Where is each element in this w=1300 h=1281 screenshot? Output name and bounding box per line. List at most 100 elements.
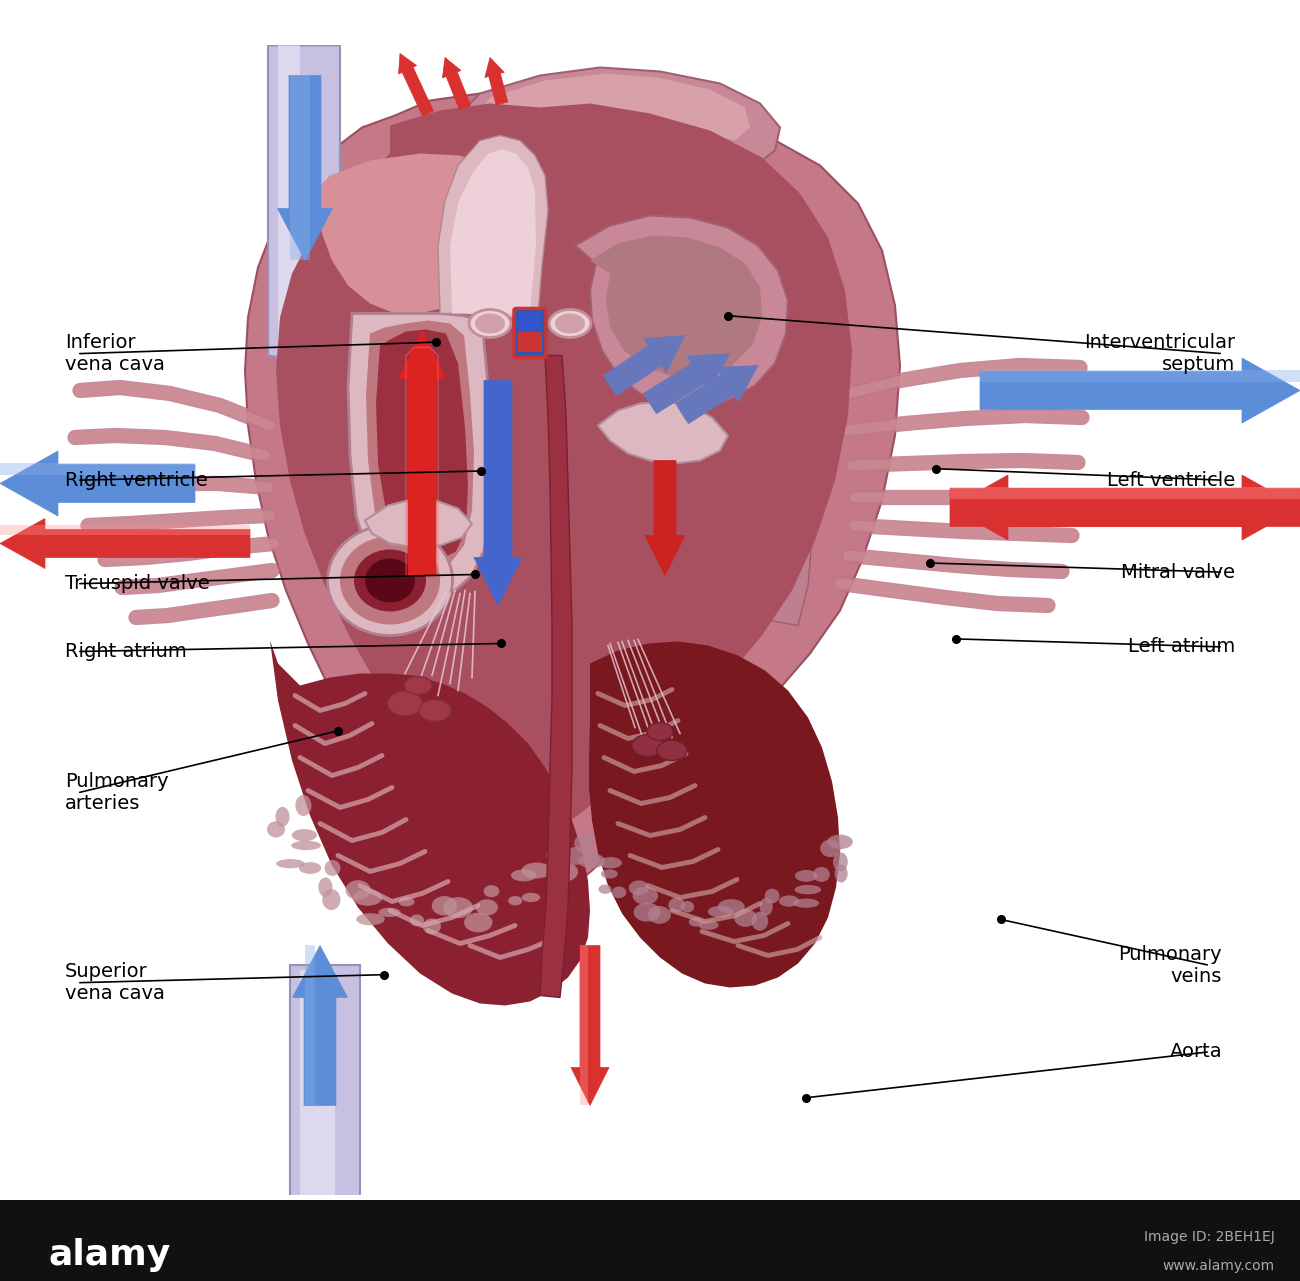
Ellipse shape: [291, 829, 317, 842]
Polygon shape: [718, 164, 818, 625]
Polygon shape: [290, 966, 360, 1205]
Ellipse shape: [578, 853, 606, 869]
Polygon shape: [365, 500, 472, 547]
Ellipse shape: [484, 885, 499, 897]
Polygon shape: [290, 76, 309, 260]
Ellipse shape: [612, 886, 627, 898]
FancyBboxPatch shape: [514, 309, 546, 357]
Polygon shape: [268, 46, 341, 365]
Text: Interventricular
septum: Interventricular septum: [1084, 333, 1235, 374]
Polygon shape: [292, 945, 347, 1106]
Ellipse shape: [814, 867, 829, 883]
Text: Pulmonary
arteries: Pulmonary arteries: [65, 772, 169, 813]
Polygon shape: [603, 336, 685, 396]
Polygon shape: [0, 451, 195, 516]
Ellipse shape: [464, 912, 493, 933]
Ellipse shape: [346, 880, 370, 901]
Text: Right atrium: Right atrium: [65, 642, 187, 661]
Ellipse shape: [476, 899, 498, 916]
Ellipse shape: [575, 834, 594, 853]
Ellipse shape: [404, 676, 432, 694]
Ellipse shape: [764, 889, 780, 903]
Ellipse shape: [751, 912, 768, 931]
Ellipse shape: [378, 908, 400, 917]
Ellipse shape: [633, 903, 660, 922]
Ellipse shape: [718, 899, 745, 915]
Ellipse shape: [432, 895, 458, 916]
Polygon shape: [442, 58, 471, 110]
Ellipse shape: [681, 901, 694, 912]
Ellipse shape: [299, 862, 321, 874]
Ellipse shape: [325, 860, 341, 876]
Ellipse shape: [793, 898, 819, 908]
Ellipse shape: [549, 310, 592, 337]
Ellipse shape: [508, 895, 523, 906]
Polygon shape: [367, 320, 474, 570]
Ellipse shape: [835, 865, 848, 883]
Polygon shape: [438, 136, 549, 318]
Polygon shape: [950, 475, 1300, 541]
Text: Inferior
vena cava: Inferior vena cava: [65, 333, 165, 374]
Ellipse shape: [322, 889, 341, 910]
Ellipse shape: [550, 862, 578, 881]
Polygon shape: [276, 104, 852, 834]
Ellipse shape: [632, 734, 664, 757]
Polygon shape: [277, 76, 333, 260]
Ellipse shape: [443, 897, 473, 918]
Polygon shape: [590, 236, 762, 378]
Ellipse shape: [698, 921, 719, 930]
Polygon shape: [376, 329, 468, 560]
Ellipse shape: [295, 796, 312, 816]
Text: Superior
vena cava: Superior vena cava: [65, 962, 165, 1003]
Text: Image ID: 2BEH1EJ: Image ID: 2BEH1EJ: [1144, 1230, 1275, 1244]
Ellipse shape: [820, 839, 841, 857]
Ellipse shape: [794, 885, 822, 894]
Polygon shape: [950, 488, 1300, 500]
Ellipse shape: [291, 840, 321, 851]
Ellipse shape: [833, 852, 848, 871]
Polygon shape: [244, 94, 900, 907]
Polygon shape: [571, 945, 608, 1106]
Ellipse shape: [356, 913, 385, 925]
Ellipse shape: [689, 917, 703, 926]
Ellipse shape: [794, 870, 818, 881]
Ellipse shape: [629, 880, 649, 895]
Ellipse shape: [266, 821, 285, 838]
Ellipse shape: [708, 906, 733, 917]
Ellipse shape: [647, 722, 673, 740]
Ellipse shape: [555, 314, 585, 333]
Polygon shape: [485, 58, 508, 105]
Ellipse shape: [387, 690, 422, 716]
Text: Tricuspid valve: Tricuspid valve: [65, 574, 209, 593]
Ellipse shape: [511, 870, 537, 881]
Polygon shape: [348, 314, 491, 596]
Ellipse shape: [521, 862, 551, 879]
Ellipse shape: [352, 889, 382, 906]
Ellipse shape: [521, 893, 541, 902]
Text: Left atrium: Left atrium: [1128, 638, 1235, 656]
FancyBboxPatch shape: [0, 1200, 1300, 1281]
Ellipse shape: [633, 886, 658, 904]
Ellipse shape: [422, 918, 441, 934]
Ellipse shape: [399, 897, 415, 907]
Polygon shape: [309, 154, 520, 314]
Polygon shape: [980, 370, 1300, 383]
Ellipse shape: [546, 845, 568, 866]
Polygon shape: [474, 73, 750, 141]
Ellipse shape: [647, 906, 671, 924]
Ellipse shape: [759, 898, 772, 916]
Ellipse shape: [365, 559, 415, 602]
Ellipse shape: [601, 870, 618, 879]
Polygon shape: [980, 357, 1300, 423]
Ellipse shape: [599, 857, 621, 869]
Ellipse shape: [419, 699, 451, 721]
Polygon shape: [462, 68, 780, 164]
Text: Right ventricle: Right ventricle: [65, 470, 208, 489]
FancyBboxPatch shape: [517, 333, 542, 352]
Polygon shape: [270, 640, 590, 1006]
Text: Pulmonary
veins: Pulmonary veins: [1118, 945, 1222, 986]
Polygon shape: [450, 150, 536, 314]
Polygon shape: [278, 46, 300, 364]
Polygon shape: [589, 642, 840, 988]
Polygon shape: [398, 330, 446, 575]
